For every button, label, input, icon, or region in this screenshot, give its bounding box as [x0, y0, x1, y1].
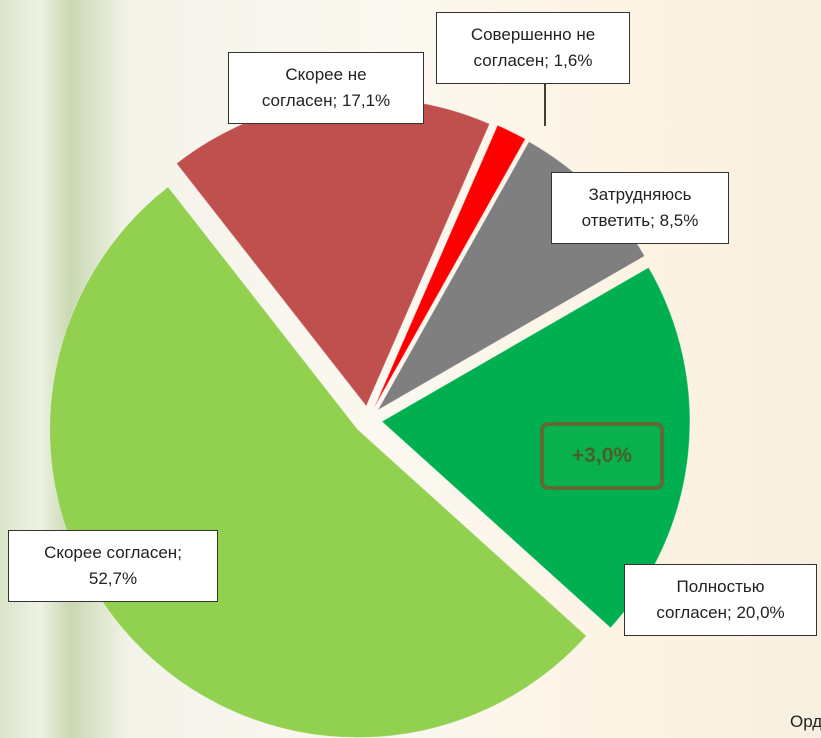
pie-slice — [373, 124, 526, 408]
data-label: Скорее согласен; 52,7% — [8, 530, 218, 602]
data-label: Скорее не согласен; 17,1% — [228, 52, 424, 124]
source: Орд — [790, 712, 821, 731]
data-label: Полностью согласен; 20,0% — [624, 564, 817, 636]
data-label: Затрудняюсь ответить; 8,5% — [551, 172, 729, 244]
data-label: Совершенно не согласен; 1,6% — [436, 12, 630, 84]
annotation: +3,0% — [540, 422, 664, 490]
